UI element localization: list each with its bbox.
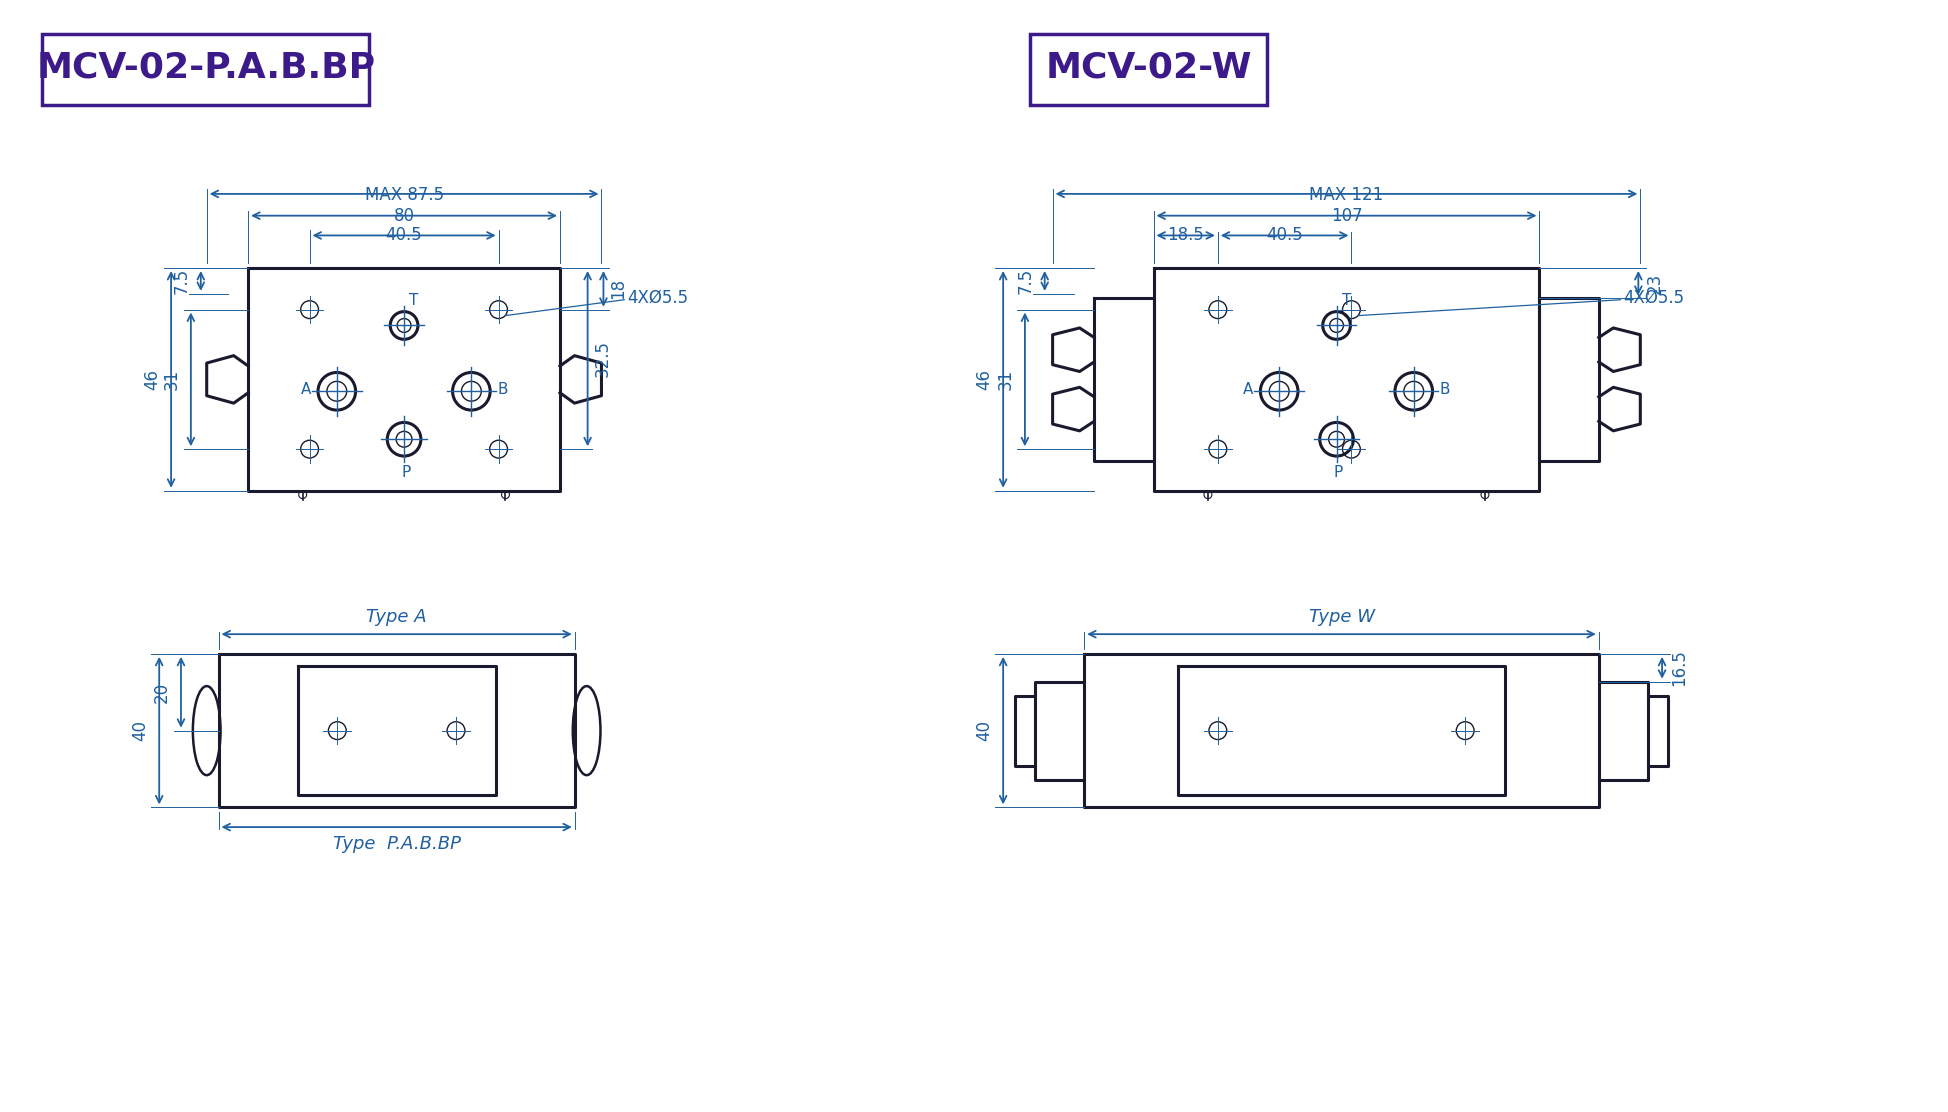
Text: Type A: Type A	[366, 608, 427, 626]
Text: 4XØ5.5: 4XØ5.5	[627, 289, 688, 307]
Text: MCV-02-W: MCV-02-W	[1046, 50, 1253, 85]
Text: 40.5: 40.5	[1266, 227, 1303, 245]
Text: B: B	[497, 381, 508, 397]
Text: 40: 40	[976, 721, 993, 741]
Text: 46: 46	[144, 369, 162, 390]
Text: 80: 80	[393, 207, 415, 225]
Text: 23: 23	[1646, 272, 1664, 294]
Text: 31: 31	[997, 369, 1015, 390]
Text: 18.5: 18.5	[1167, 227, 1204, 245]
Text: 46: 46	[976, 369, 993, 390]
Text: A: A	[1243, 381, 1253, 397]
Text: Type W: Type W	[1309, 608, 1375, 626]
Text: 16.5: 16.5	[1669, 649, 1689, 686]
Text: 20: 20	[154, 682, 171, 703]
Text: 32.5: 32.5	[594, 340, 612, 377]
FancyBboxPatch shape	[43, 33, 368, 105]
Text: 31: 31	[164, 369, 181, 390]
Text: 7.5: 7.5	[1017, 268, 1034, 294]
Text: 7.5: 7.5	[173, 268, 191, 294]
Text: 40.5: 40.5	[386, 227, 423, 245]
Text: MCV-02-P.A.B.BP: MCV-02-P.A.B.BP	[37, 50, 376, 85]
Text: Type  P.A.B.BP: Type P.A.B.BP	[333, 835, 460, 853]
Text: 40: 40	[131, 721, 150, 741]
Text: 4XØ5.5: 4XØ5.5	[1623, 289, 1685, 307]
Text: 107: 107	[1330, 207, 1362, 225]
Text: B: B	[1440, 381, 1449, 397]
Text: 18: 18	[610, 278, 627, 299]
Text: MAX 87.5: MAX 87.5	[364, 186, 444, 203]
Text: T: T	[409, 292, 419, 308]
Text: T: T	[1342, 292, 1350, 308]
FancyBboxPatch shape	[1030, 33, 1268, 105]
Text: P: P	[401, 465, 411, 480]
Text: MAX 121: MAX 121	[1309, 186, 1383, 203]
Text: A: A	[300, 381, 312, 397]
Text: P: P	[1334, 465, 1344, 480]
